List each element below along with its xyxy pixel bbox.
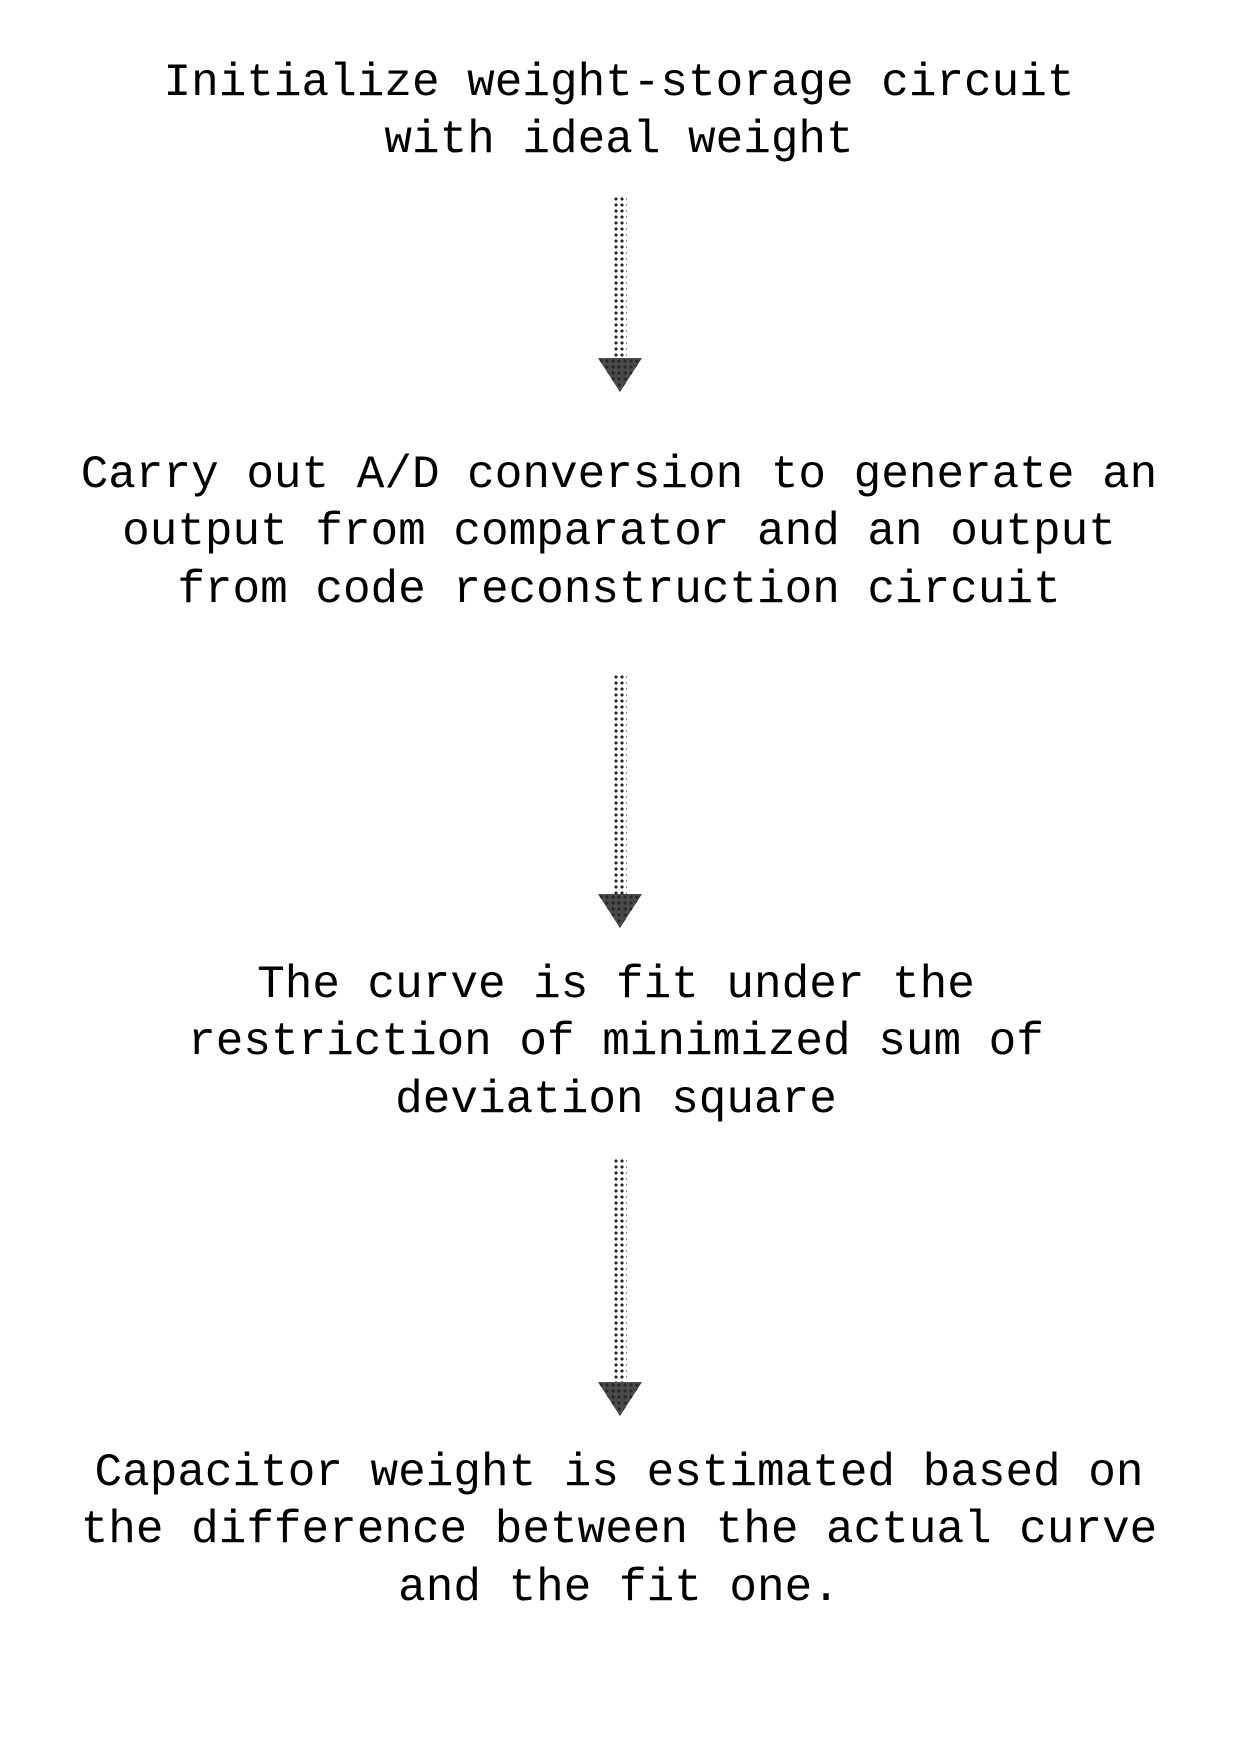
flow-step-2: Carry out A/D conversion to generate an … xyxy=(38,392,1200,674)
flow-step-3-text: The curve is fit under the restriction o… xyxy=(104,957,1128,1130)
flow-arrow-3 xyxy=(611,1158,629,1416)
flow-step-1-text: Initialize weight-storage circuit with i… xyxy=(138,55,1100,170)
flow-step-3: The curve is fit under the restriction o… xyxy=(76,928,1156,1158)
flow-arrow-2 xyxy=(611,674,629,928)
flowchart-container: Initialize weight-storage circuit with i… xyxy=(0,0,1240,1760)
flow-step-4-text: Capacitor weight is estimated based on t… xyxy=(50,1445,1188,1618)
flow-step-2-text: Carry out A/D conversion to generate an … xyxy=(66,447,1172,620)
flow-arrow-1 xyxy=(611,196,629,392)
flow-step-1: Initialize weight-storage circuit with i… xyxy=(110,28,1128,196)
flow-step-4: Capacitor weight is estimated based on t… xyxy=(22,1416,1216,1646)
